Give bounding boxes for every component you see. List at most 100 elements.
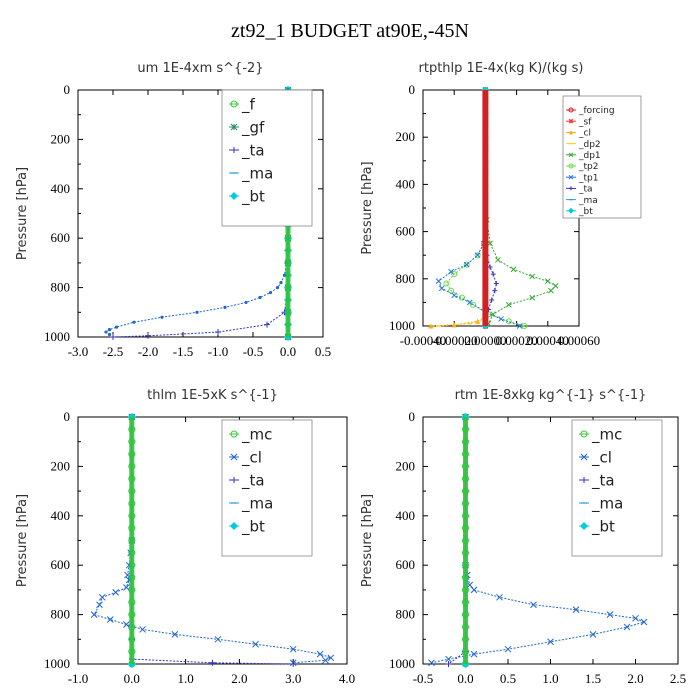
legend-label: _mc [241, 425, 272, 444]
chart-panel-2: rtpthlp 1E-4x(kg K)/(kg s) Pressure [hPa]… [360, 61, 642, 348]
x-tick-label: -0.5 [243, 344, 264, 359]
legend-label: _tp2 [578, 162, 598, 172]
x-tick-label: 2.0 [627, 671, 643, 686]
data-point [132, 320, 136, 324]
data-point [490, 271, 496, 277]
legend-label: _sf [578, 117, 592, 127]
data-point [463, 261, 470, 268]
x-tick-label: 2.5 [670, 671, 686, 686]
data-point [496, 593, 503, 601]
data-point [123, 584, 130, 591]
data-point [504, 645, 512, 653]
series-line [430, 316, 486, 327]
panel-title: rtpthlp 1E-4x(kg K)/(kg s) [419, 61, 584, 76]
data-point [487, 264, 493, 270]
legend-marker [231, 477, 237, 483]
y-axis-label: Pressure [hPa] [15, 494, 30, 587]
data-point [107, 327, 112, 332]
x-tick-label: 0.0 [280, 344, 296, 359]
x-tick-label: 1.5 [585, 671, 601, 686]
x-tick-label: -3.0 [68, 344, 89, 359]
data-point [435, 278, 442, 285]
data-point [195, 310, 199, 314]
figure-title: zt92_1 BUDGET at90E,-45N [231, 20, 469, 42]
data-point [470, 650, 478, 658]
data-point [466, 299, 473, 306]
y-tick-label: 600 [51, 230, 71, 245]
x-tick-label: -0.5 [413, 671, 434, 686]
data-point [552, 283, 559, 289]
data-point [510, 266, 517, 273]
data-point [498, 316, 504, 322]
data-point [438, 285, 445, 292]
data-point [445, 661, 452, 667]
legend: _f _gf _ta _ma _bt [221, 89, 313, 227]
data-point [209, 659, 216, 666]
data-point [171, 631, 179, 638]
legend-label: _f [241, 95, 256, 114]
legend-label: _bt [578, 207, 593, 217]
data-point [114, 325, 119, 329]
data-point [275, 286, 280, 290]
legend-marker [230, 100, 238, 108]
y-tick-label: 800 [51, 607, 71, 622]
legend-marker [568, 118, 574, 124]
legend-marker [580, 522, 588, 530]
legend-label: _forcing [578, 106, 615, 116]
data-point [139, 626, 146, 633]
chart-panel-1: um 1E-4xm s^{-2} Pressure [hPa] 0 200 400 600… [15, 61, 331, 359]
data-point [279, 281, 283, 285]
legend-label: _bt [241, 187, 265, 206]
data-point [96, 601, 103, 609]
data-point [530, 601, 537, 609]
data-point [268, 290, 273, 295]
data-point [640, 618, 648, 626]
data-point [107, 332, 112, 337]
y-tick-label: 200 [396, 129, 416, 144]
legend-marker [230, 430, 238, 438]
data-point [474, 252, 481, 259]
legend-label: _ta [241, 471, 265, 490]
x-tick-label: 0.0 [124, 671, 140, 686]
zero-bar [463, 417, 468, 664]
legend: _mc _cl _ta _ma _bt [571, 419, 663, 557]
data-point [529, 273, 536, 280]
y-tick-label: 1000 [389, 318, 415, 333]
data-point [289, 645, 297, 653]
legend-marker [568, 107, 574, 113]
legend-marker [230, 192, 238, 200]
y-tick-label: 200 [396, 458, 416, 473]
legend-marker [230, 123, 238, 131]
data-point [322, 656, 329, 664]
data-point [215, 329, 221, 336]
data-point [521, 323, 528, 329]
legend-label: _mc [591, 425, 622, 444]
data-point [98, 593, 106, 601]
legend-label: _bt [241, 517, 265, 536]
x-tick-label: 0.00000 [464, 333, 506, 348]
x-tick-label: 1.0 [542, 671, 558, 686]
data-point [428, 323, 434, 329]
data-point [606, 611, 614, 618]
data-point [451, 292, 458, 299]
data-point [244, 300, 248, 305]
x-tick-label: -1.5 [173, 344, 194, 359]
data-point [489, 297, 495, 303]
data-point [623, 623, 631, 631]
data-point [443, 280, 450, 287]
data-point [505, 301, 512, 308]
x-tick-label: -0.00020 [431, 333, 478, 348]
legend-marker [230, 453, 238, 461]
data-point [451, 271, 458, 278]
data-point [290, 661, 297, 667]
forcing-bar [482, 90, 489, 326]
y-tick-label: 400 [51, 181, 71, 196]
y-tick-label: 600 [396, 557, 416, 572]
y-axis-label: Pressure [hPa] [15, 167, 30, 260]
x-tick-label: -1.0 [208, 344, 229, 359]
legend-box [571, 419, 663, 557]
data-point [282, 273, 287, 277]
data-point [327, 654, 335, 662]
y-tick-label: 200 [51, 131, 71, 146]
